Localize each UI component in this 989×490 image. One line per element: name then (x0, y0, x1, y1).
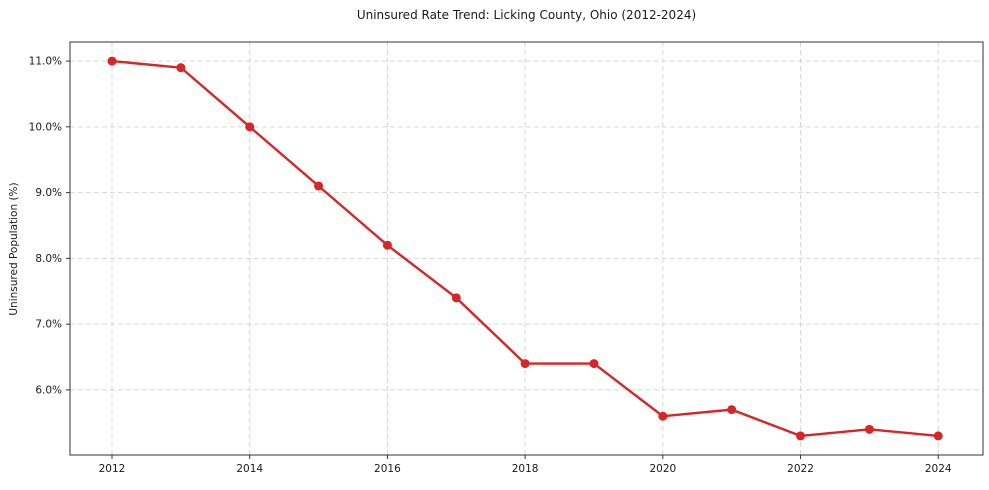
y-tick-label: 8.0% (35, 253, 62, 265)
data-point (176, 63, 186, 73)
data-point (520, 359, 530, 369)
chart-title: Uninsured Rate Trend: Licking County, Oh… (356, 8, 697, 22)
data-point (382, 240, 392, 250)
x-tick-label: 2012 (99, 463, 126, 475)
x-tick-label: 2014 (236, 463, 263, 475)
data-point (864, 424, 874, 434)
data-point (658, 411, 668, 421)
y-tick-label: 11.0% (29, 56, 62, 68)
y-tick-label: 6.0% (35, 384, 62, 396)
x-tick-label: 2016 (374, 463, 401, 475)
data-point (107, 56, 117, 66)
x-tick-label: 2018 (512, 463, 539, 475)
x-tick-label: 2022 (787, 463, 814, 475)
x-tick-label: 2024 (925, 463, 952, 475)
data-point (933, 431, 943, 441)
plot-frame (69, 41, 984, 456)
data-point (796, 431, 806, 441)
y-tick-label: 10.0% (29, 121, 62, 133)
y-tick-label: 9.0% (35, 187, 62, 199)
data-point (727, 405, 737, 415)
y-tick-label: 7.0% (35, 319, 62, 331)
data-point (589, 359, 599, 369)
data-point (245, 122, 255, 132)
data-point (314, 181, 324, 191)
data-point (451, 293, 461, 303)
x-tick-label: 2020 (649, 463, 676, 475)
